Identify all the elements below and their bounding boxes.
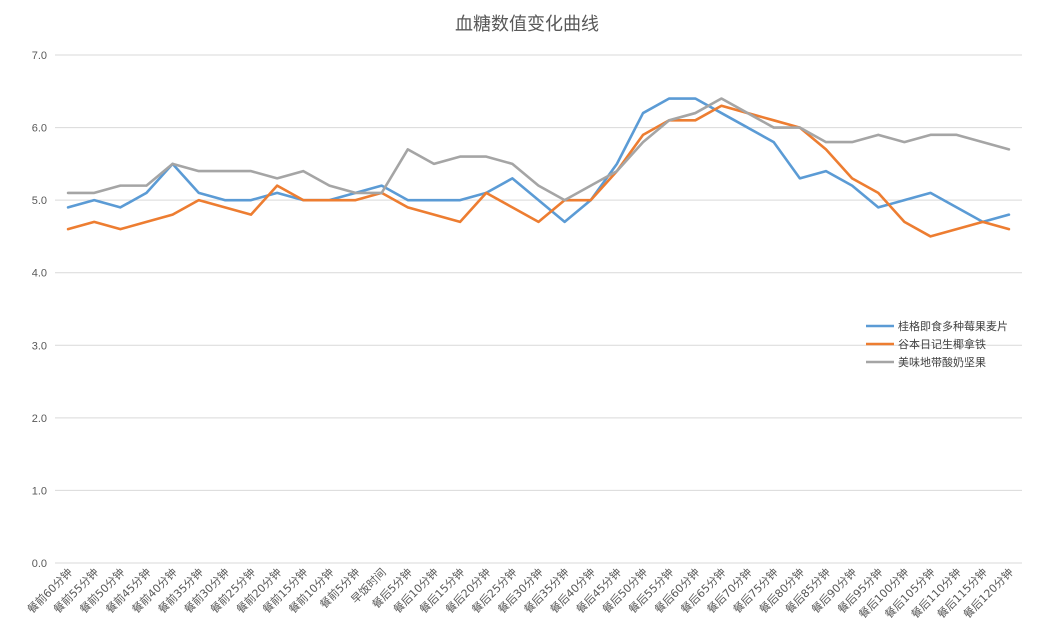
y-tick-label: 7.0 bbox=[32, 50, 47, 62]
series-line-3 bbox=[66, 97, 1011, 202]
chart-title: 血糖数值变化曲线 bbox=[455, 14, 599, 35]
x-axis-ticks: 餐前60分钟餐前55分钟餐前50分钟餐前45分钟餐前40分钟餐前35分钟餐前30… bbox=[24, 565, 1016, 621]
legend-label: 桂格即食多种莓果麦片 bbox=[898, 319, 1008, 333]
y-tick-label: 0.0 bbox=[32, 558, 47, 570]
gridlines bbox=[55, 54, 1022, 564]
y-tick-label: 6.0 bbox=[32, 123, 47, 135]
series-lines bbox=[66, 97, 1011, 238]
y-axis-ticks: 0.0 1.0 2.0 3.0 4.0 5.0 6.0 7.0 bbox=[32, 50, 47, 570]
y-tick-label: 5.0 bbox=[32, 195, 47, 207]
legend-label: 美味地带酸奶坚果 bbox=[898, 355, 986, 369]
y-tick-label: 1.0 bbox=[32, 485, 47, 497]
series-line-2 bbox=[66, 104, 1011, 238]
y-tick-label: 2.0 bbox=[32, 413, 47, 425]
series-line-1 bbox=[66, 97, 1011, 224]
y-tick-label: 4.0 bbox=[32, 268, 47, 280]
legend-label: 谷本日记生椰拿铁 bbox=[898, 337, 986, 351]
y-tick-label: 3.0 bbox=[32, 340, 47, 352]
